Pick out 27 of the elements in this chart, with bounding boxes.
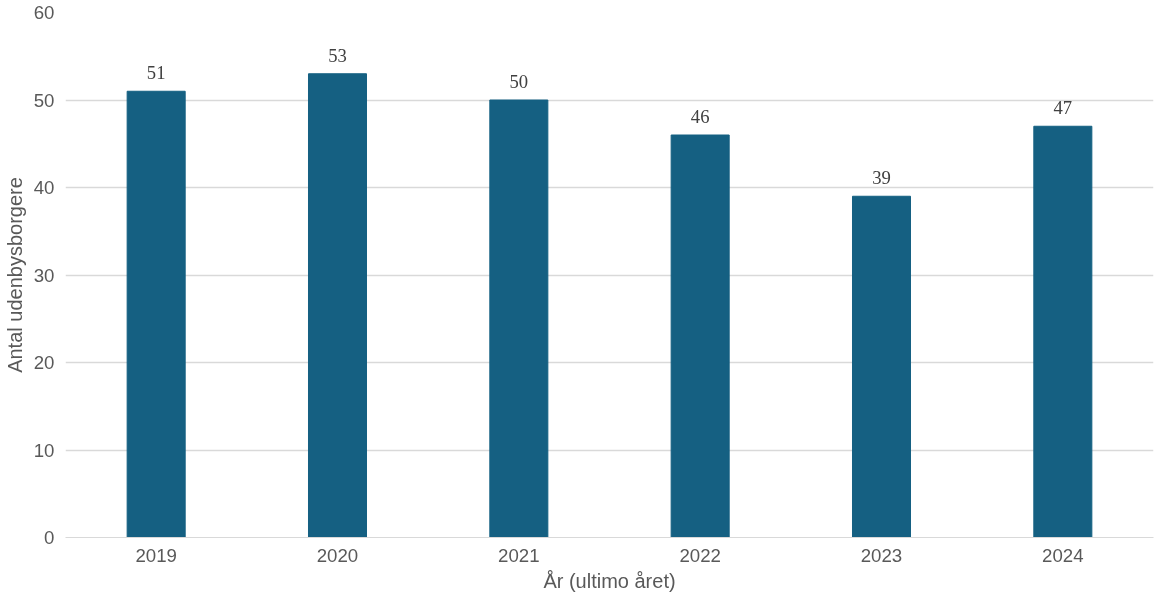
bar — [126, 90, 186, 538]
data-label: 50 — [509, 71, 529, 92]
y-tick-label: 40 — [33, 177, 55, 198]
x-tick-label: 2021 — [498, 544, 540, 566]
x-tick-label: 2023 — [860, 544, 903, 566]
x-tick-label: 2020 — [316, 544, 359, 566]
x-tick-label: 2019 — [135, 544, 177, 566]
data-label: 53 — [328, 44, 347, 66]
y-tick-label: 20 — [33, 352, 55, 373]
data-label: 51 — [146, 62, 166, 84]
data-label: 39 — [872, 167, 891, 189]
x-tick-label: 2024 — [1042, 544, 1084, 566]
bar — [670, 134, 730, 538]
y-tick-label: 30 — [33, 264, 55, 286]
x-axis-title: År (ultimo året) — [543, 569, 676, 592]
y-tick-label: 60 — [33, 2, 55, 23]
x-tick-label: 2022 — [679, 544, 721, 566]
y-tick-label: 10 — [33, 439, 55, 461]
bar — [307, 73, 368, 538]
bar — [851, 195, 912, 538]
y-tick-label: 50 — [33, 89, 55, 111]
bar — [1033, 125, 1093, 538]
y-axis-title: Antal udenbysborgere — [3, 177, 26, 373]
y-tick-label: 0 — [44, 527, 55, 548]
data-label: 47 — [1053, 97, 1073, 119]
bar — [489, 99, 549, 538]
data-label: 46 — [690, 106, 710, 127]
